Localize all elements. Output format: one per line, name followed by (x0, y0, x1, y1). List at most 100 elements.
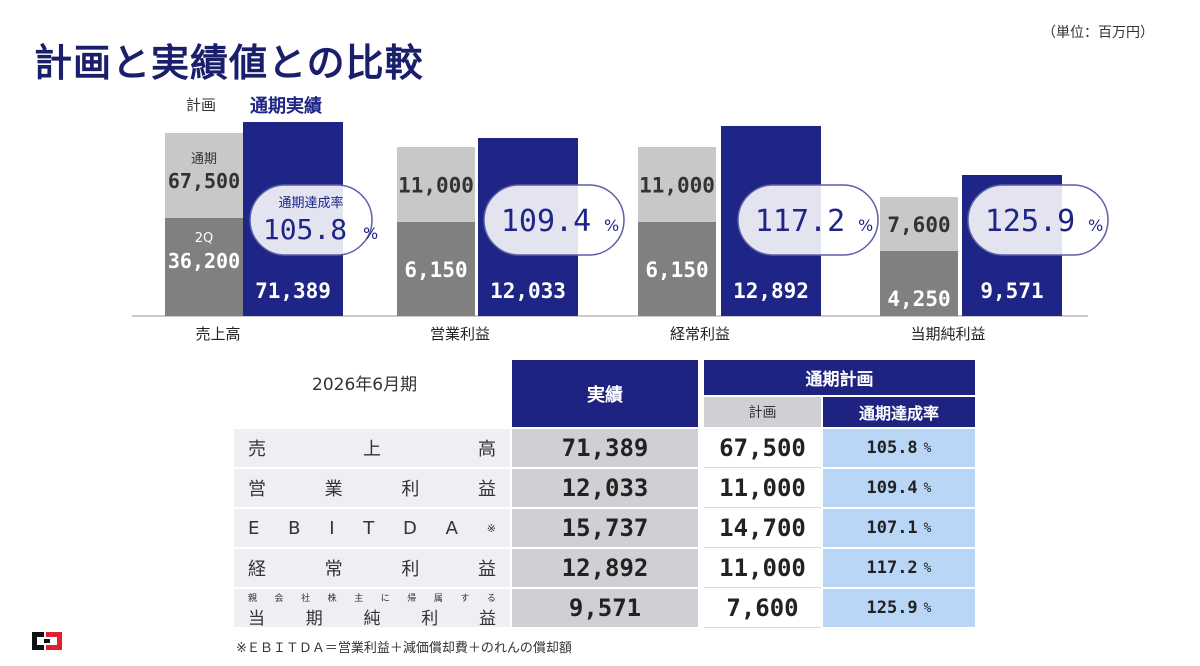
label-char: 会 (274, 594, 284, 604)
achievement-rate-value: 117.2 (755, 204, 845, 239)
label-char: 株 (327, 594, 337, 604)
plan-full-value: 7,600 (887, 213, 950, 237)
category-label: 営業利益 (430, 325, 490, 343)
header-full-year-plan: 通期計画 (704, 360, 975, 395)
label-char: 経 (248, 559, 266, 580)
plan-2q-value: 6,150 (404, 258, 467, 282)
actual-bar (721, 126, 821, 316)
achievement-rate-title: 通期達成率 (278, 195, 343, 211)
label-char: 帰 (407, 594, 417, 604)
plan-2q-value: 6,150 (645, 258, 708, 282)
actual-bar (243, 122, 343, 316)
plan-2q-bar (880, 251, 958, 316)
plan-full-bar (638, 147, 716, 316)
label-char: 利 (401, 479, 420, 500)
label-char: 当 (248, 609, 265, 629)
cell-actual: 9,571 (512, 589, 698, 628)
cell-plan: 67,500 (704, 429, 821, 468)
percent-sign: % (858, 216, 873, 235)
percent-sign: % (604, 216, 619, 235)
category-label: 経常利益 (670, 325, 730, 343)
plan-2q-bar (165, 218, 243, 316)
legend-plan: 計画 (186, 96, 217, 114)
cell-plan: 11,000 (704, 469, 821, 508)
subheader-plan: 計画 (704, 397, 821, 427)
plan-2q-value: 36,200 (168, 249, 240, 273)
label-char: 主 (354, 594, 364, 604)
table-period: 2026年6月期 (312, 375, 418, 395)
cell-actual: 15,737 (512, 509, 698, 548)
achievement-rate-bubble (483, 184, 625, 256)
cell-actual: 12,892 (512, 549, 698, 588)
cell-achievement-rate: 125.9% (823, 589, 975, 628)
row-label: 売上高 (234, 429, 510, 468)
cell-achievement-rate: 107.1% (823, 509, 975, 548)
plan-full-prefix: 通期 (191, 152, 217, 167)
cell-plan: 14,700 (704, 509, 821, 548)
label-char: 純 (363, 609, 381, 629)
percent-sign: % (923, 440, 932, 456)
label-char: る (486, 594, 496, 604)
cell-achievement-rate: 105.8% (823, 429, 975, 468)
cell-achievement-rate: 117.2% (823, 549, 975, 588)
plan-2q-bar (638, 222, 716, 316)
achievement-rate-bubble (249, 184, 373, 256)
percent-sign: % (923, 520, 932, 536)
label-char: 益 (479, 609, 496, 629)
cell-plan: 11,000 (704, 549, 821, 588)
label-char: 上 (363, 439, 381, 460)
percent-sign: % (923, 600, 932, 616)
label-char: 高 (478, 439, 496, 460)
label-char: T (363, 517, 375, 539)
achievement-rate-value: 125.9 (985, 204, 1075, 239)
label-char: 社 (301, 594, 311, 604)
actual-value: 12,892 (733, 279, 809, 303)
label-char: 業 (324, 479, 343, 500)
row-label: 経常利益 (234, 549, 510, 588)
row-label: E B I T D A ※ (234, 509, 510, 548)
achievement-rate-value: 109.4 (501, 204, 591, 239)
achievement-rate-value: 105.8 (263, 213, 347, 246)
actual-value: 9,571 (980, 279, 1043, 303)
percent-sign: % (363, 224, 378, 243)
plan-full-bar (880, 197, 958, 316)
label-char: 期 (305, 609, 323, 629)
rate-value: 117.2 (866, 558, 918, 578)
rate-value: 125.9 (866, 598, 918, 618)
plan-full-bar (397, 147, 475, 316)
plan-full-value: 67,500 (168, 169, 240, 193)
label-char: I (329, 517, 335, 539)
cell-actual: 12,033 (512, 469, 698, 508)
plan-full-value: 11,000 (639, 174, 715, 198)
label-char: 利 (401, 559, 420, 580)
label-char: に (380, 594, 390, 604)
plan-full-bar (165, 133, 243, 316)
achievement-rate-bubble (737, 184, 879, 256)
page-title: 計画と実績値との比較 (34, 41, 424, 85)
plan-2q-bar (397, 222, 475, 316)
unit-label: （単位：百万円） (1042, 25, 1154, 41)
label-char: ※ (486, 521, 496, 535)
category-label: 売上高 (195, 325, 240, 343)
label-char: D (403, 517, 417, 539)
label-char: 営 (248, 479, 266, 500)
cell-plan: 7,600 (704, 589, 821, 628)
label-char: 属 (433, 594, 443, 604)
label-char: 益 (477, 559, 496, 580)
subheader-achievement-rate: 通期達成率 (823, 397, 975, 427)
achievement-rate-bubble (967, 184, 1109, 256)
row-label: 営業利益 (234, 469, 510, 508)
company-logo-icon (32, 632, 62, 650)
plan-full-value: 11,000 (398, 174, 474, 198)
rate-value: 109.4 (866, 478, 918, 498)
rate-value: 105.8 (866, 438, 918, 458)
label-char: 常 (324, 559, 343, 580)
label-char: す (460, 594, 470, 604)
row-label: 親 会 社 株 主 に 帰 属 す る当 期 純 利 益 (234, 589, 510, 629)
rate-value: 107.1 (866, 518, 918, 538)
label-char: 売 (248, 439, 266, 460)
category-label: 当期純利益 (910, 325, 985, 343)
percent-sign: % (1088, 216, 1103, 235)
label-char: A (445, 517, 458, 539)
percent-sign: % (923, 480, 932, 496)
